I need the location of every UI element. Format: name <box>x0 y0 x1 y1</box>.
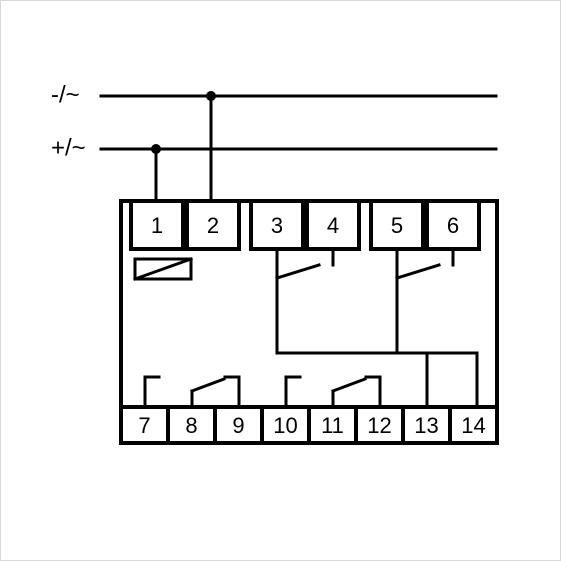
terminal-bottom-label-13: 13 <box>414 413 438 438</box>
terminal-top-label-6: 6 <box>447 213 459 238</box>
relay-module: 1234567891011121314 <box>121 201 497 443</box>
terminal-bottom-label-10: 10 <box>273 413 297 438</box>
terminal-bottom-label-12: 12 <box>367 413 391 438</box>
top-contacts <box>277 249 453 353</box>
diagram-svg: -/~+/~1234567891011121314 <box>1 1 561 562</box>
terminal-top-label-2: 2 <box>207 213 219 238</box>
supply-label-neg: -/~ <box>51 81 80 108</box>
wiring-diagram: -/~+/~1234567891011121314 <box>0 0 561 561</box>
terminal-top-label-1: 1 <box>151 213 163 238</box>
supply-label-pos: +/~ <box>51 134 86 161</box>
junction-dot <box>206 91 216 101</box>
terminal-bottom-label-8: 8 <box>185 413 197 438</box>
junction-dot <box>151 144 161 154</box>
supply-lines: -/~ +/~ <box>51 81 496 201</box>
terminal-top-label-3: 3 <box>271 213 283 238</box>
terminal-top-label-5: 5 <box>391 213 403 238</box>
terminal-bottom-label-7: 7 <box>138 413 150 438</box>
coil-symbol <box>135 259 191 279</box>
terminal-bottom-label-11: 11 <box>321 413 344 438</box>
terminal-bottom-label-9: 9 <box>232 413 244 438</box>
terminal-bottom-label-14: 14 <box>461 413 485 438</box>
terminal-top-label-4: 4 <box>327 213 339 238</box>
internal-bus <box>277 353 477 407</box>
bottom-contacts <box>145 377 380 407</box>
